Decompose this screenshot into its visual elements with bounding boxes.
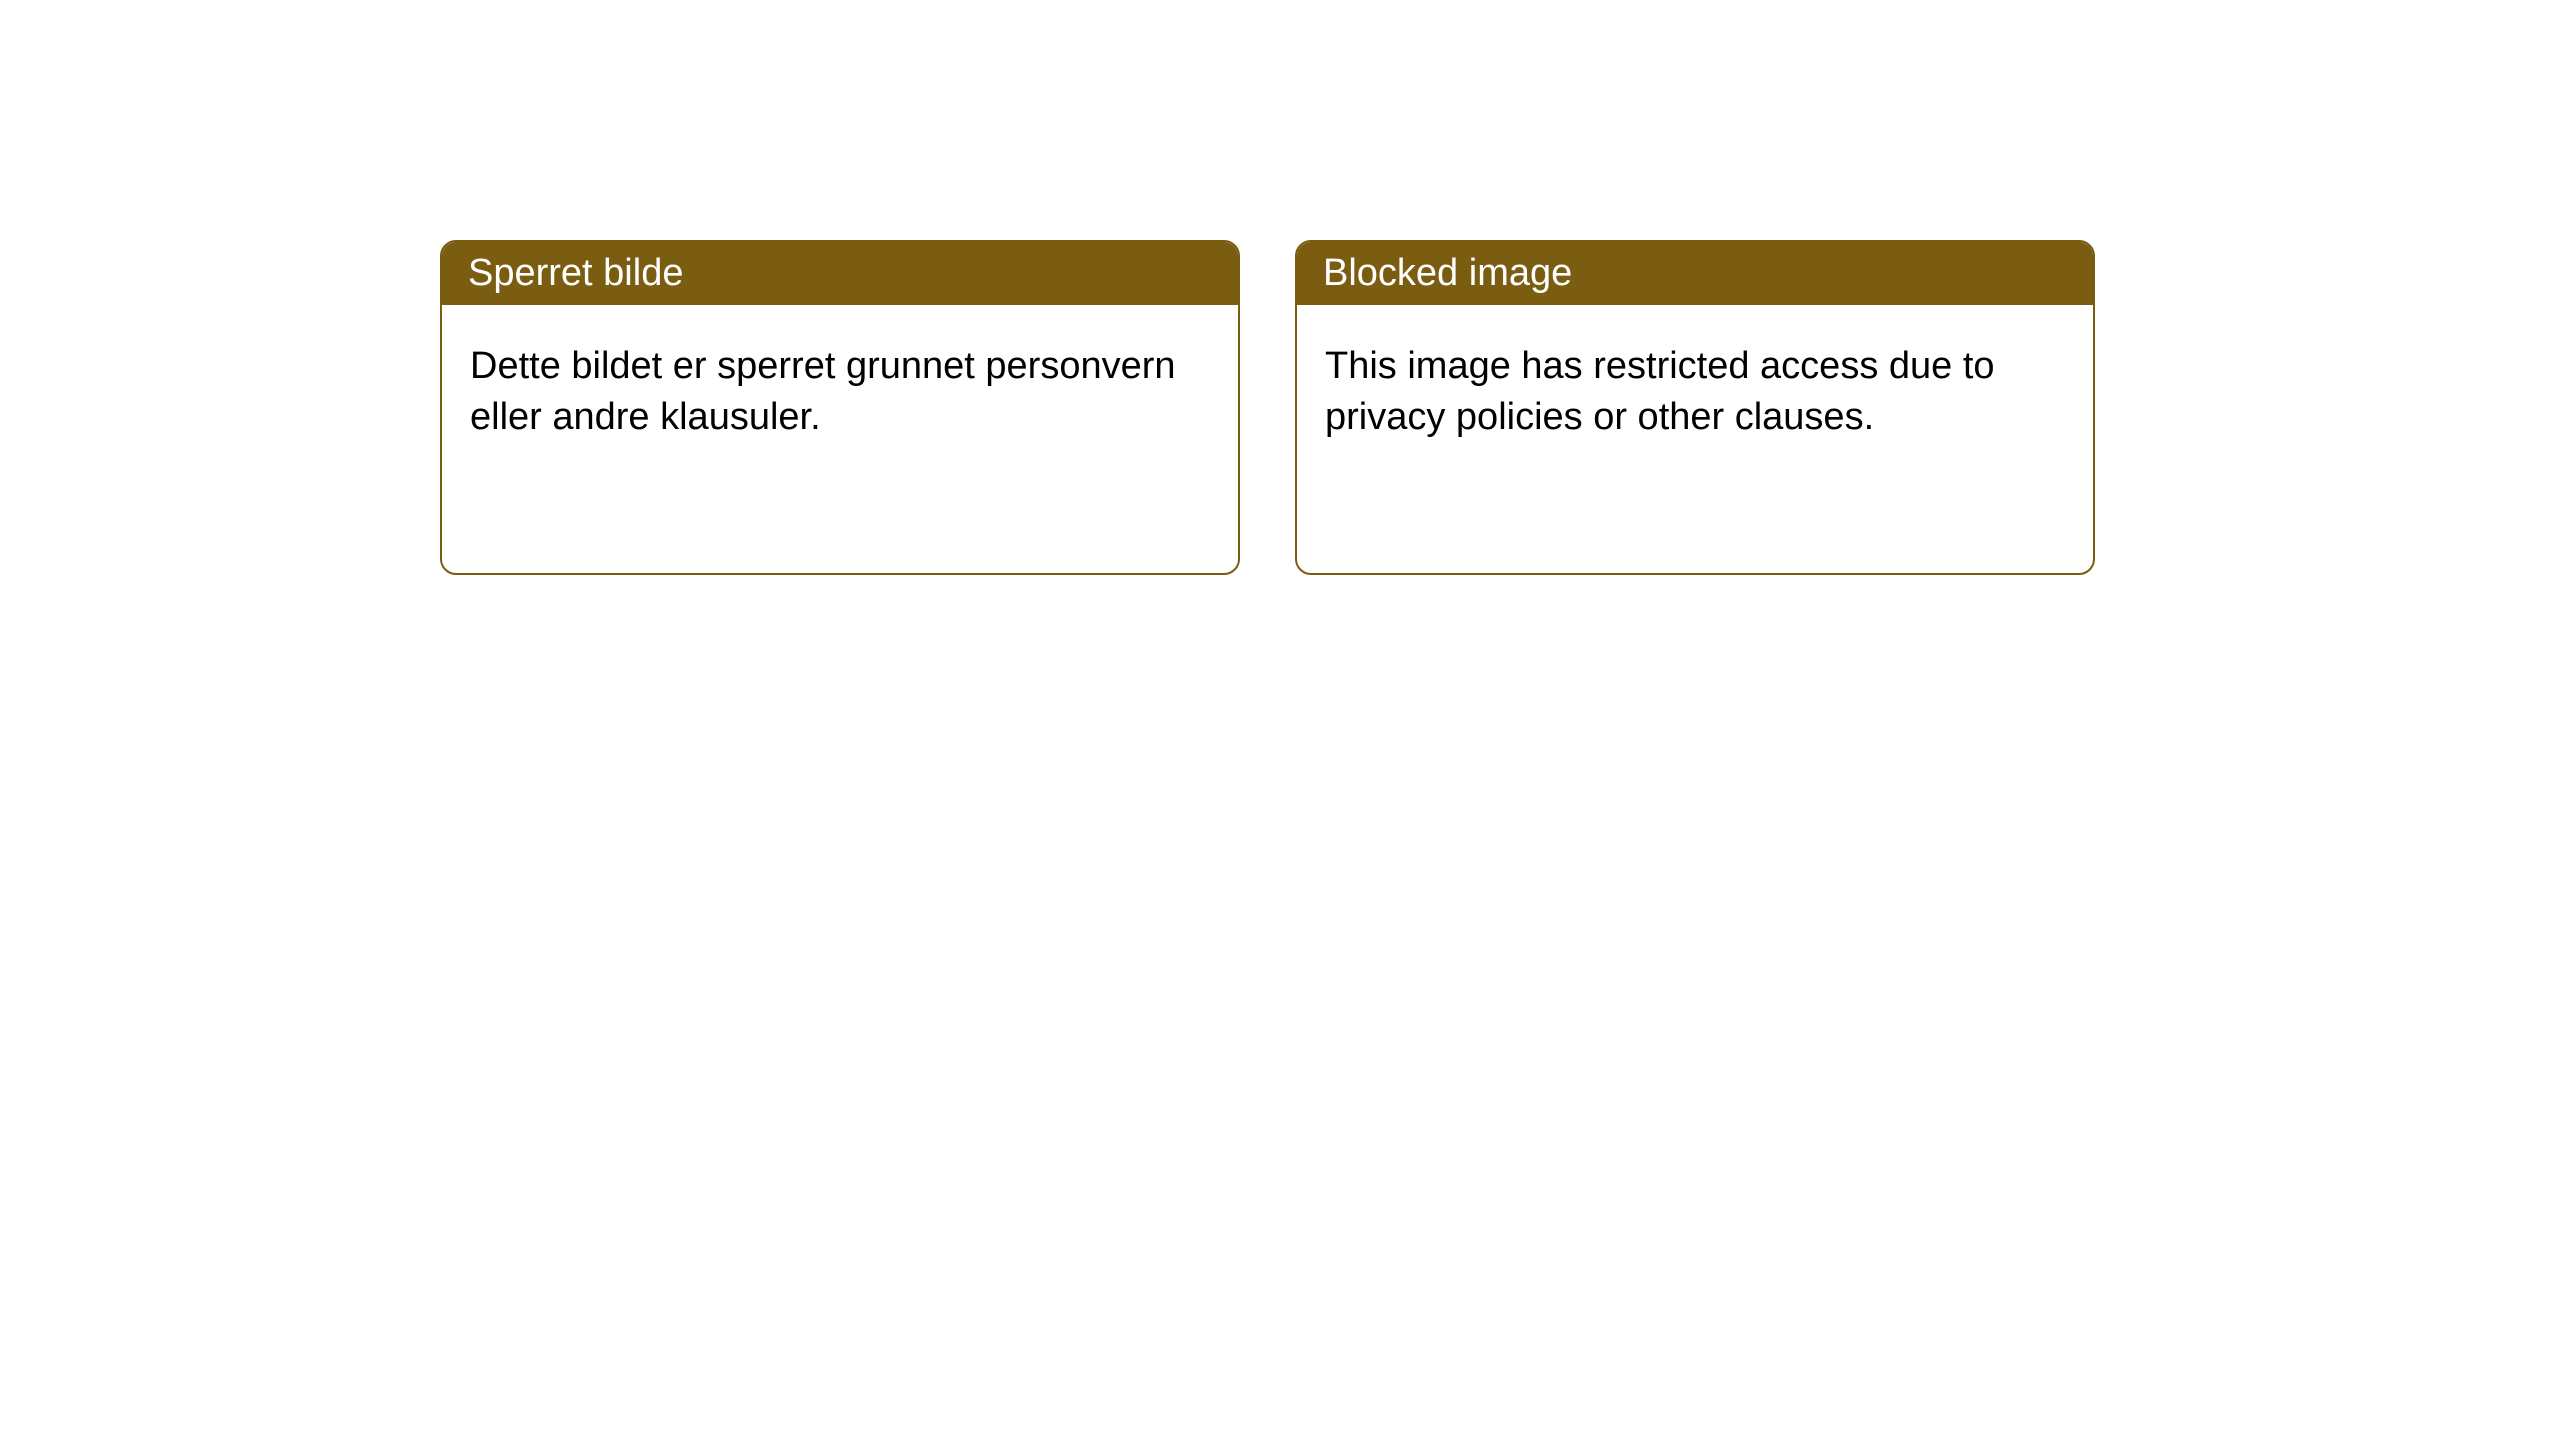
notice-card-english: Blocked image This image has restricted …	[1295, 240, 2095, 575]
notice-card-title: Blocked image	[1297, 242, 2093, 305]
notice-card-body: This image has restricted access due to …	[1297, 305, 2093, 480]
notice-container: Sperret bilde Dette bildet er sperret gr…	[0, 0, 2560, 575]
notice-card-norwegian: Sperret bilde Dette bildet er sperret gr…	[440, 240, 1240, 575]
notice-card-title: Sperret bilde	[442, 242, 1238, 305]
notice-card-body: Dette bildet er sperret grunnet personve…	[442, 305, 1238, 480]
